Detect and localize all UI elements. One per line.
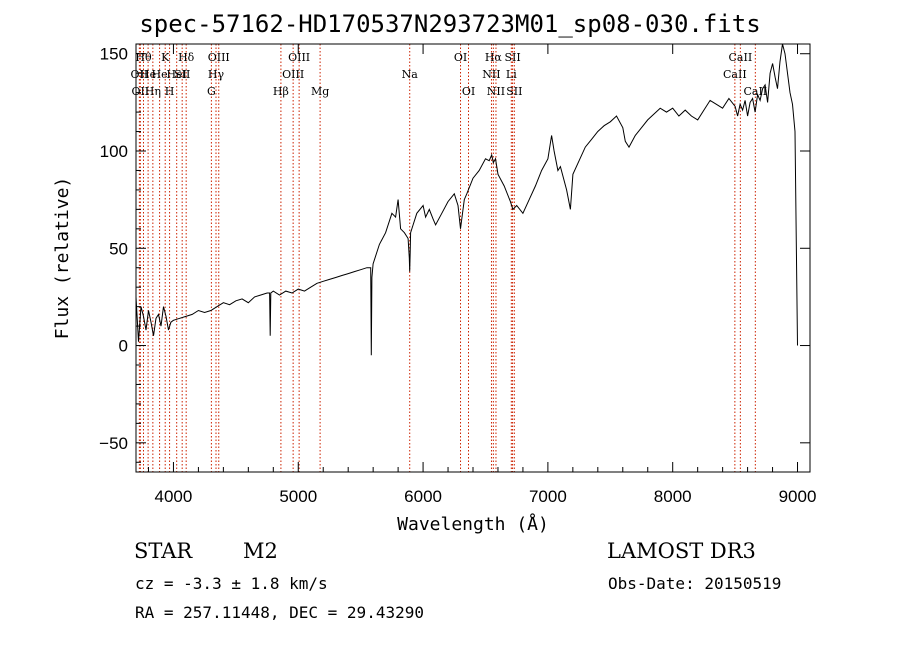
x-axis: 4000 5000 6000 7000 8000 9000 bbox=[147, 44, 817, 506]
line-marker-label: CaII bbox=[729, 51, 753, 64]
line-marker-label: Mg bbox=[311, 85, 329, 98]
line-marker-label: K bbox=[161, 51, 170, 64]
x-tick-label: 6000 bbox=[404, 487, 442, 506]
x-tick-label: 9000 bbox=[779, 487, 817, 506]
object-class: STAR bbox=[134, 539, 193, 563]
line-marker-label: CaII bbox=[723, 68, 747, 81]
line-marker-label: SII bbox=[174, 68, 190, 81]
line-marker-label: SII bbox=[504, 51, 520, 64]
line-marker-label: HeI bbox=[166, 68, 186, 81]
x-tick-label: 7000 bbox=[529, 487, 567, 506]
line-marker-label: OII bbox=[131, 68, 149, 81]
y-tick-label: 0 bbox=[119, 337, 128, 356]
line-marker-label: OI bbox=[462, 85, 475, 98]
line-marker-label: He bbox=[140, 68, 156, 81]
line-marker-label: Hβ bbox=[273, 85, 289, 98]
line-marker-label: G bbox=[207, 85, 216, 98]
line-marker-label: H bbox=[165, 85, 175, 98]
object-subclass: M2 bbox=[243, 539, 278, 563]
x-tick-label: 5000 bbox=[279, 487, 317, 506]
line-marker-labels: OIIOIIHθHeHηHeKHHeISIIHδGHγOIIIHβOIIIOII… bbox=[131, 51, 768, 98]
obs-date: Obs-Date: 20150519 bbox=[608, 574, 782, 593]
line-marker-label: SII bbox=[506, 85, 522, 98]
line-marker-label: OIII bbox=[208, 51, 230, 64]
line-marker-label: OIII bbox=[282, 68, 304, 81]
y-tick-label: 50 bbox=[109, 239, 128, 258]
line-marker-label: Na bbox=[402, 68, 419, 81]
line-markers bbox=[138, 44, 756, 472]
x-tick-label: 8000 bbox=[654, 487, 692, 506]
line-marker-label: Hγ bbox=[208, 68, 225, 81]
line-marker-label: Hθ bbox=[135, 51, 152, 64]
plot-frame bbox=[135, 43, 811, 473]
line-marker-label: Hδ bbox=[178, 51, 195, 64]
y-tick-label: −50 bbox=[99, 434, 128, 453]
y-axis-label: Flux (relative) bbox=[52, 177, 73, 340]
line-marker-label: OIII bbox=[288, 51, 310, 64]
x-tick-label: 4000 bbox=[155, 487, 193, 506]
velocity: cz = -3.3 ± 1.8 km/s bbox=[135, 574, 328, 593]
line-marker-label: NII bbox=[487, 85, 505, 98]
line-marker-label: Hη bbox=[145, 85, 161, 98]
spectrum-line bbox=[135, 43, 798, 356]
chart-title: spec-57162-HD170537N293723M01_sp08-030.f… bbox=[139, 10, 761, 38]
line-marker-label: OI bbox=[454, 51, 467, 64]
x-axis-label: Wavelength (Å) bbox=[397, 513, 549, 535]
y-axis: −50 0 50 100 150 bbox=[99, 45, 810, 463]
line-marker-label: Li bbox=[506, 68, 517, 81]
y-tick-label: 100 bbox=[100, 142, 128, 161]
survey-name: LAMOST DR3 bbox=[607, 539, 756, 563]
line-marker-label: He bbox=[152, 68, 168, 81]
y-tick-label: 150 bbox=[100, 45, 128, 64]
line-marker-label: NII bbox=[482, 68, 500, 81]
line-marker-label: Hα bbox=[485, 51, 503, 64]
coordinates: RA = 257.11448, DEC = 29.43290 bbox=[135, 603, 424, 622]
